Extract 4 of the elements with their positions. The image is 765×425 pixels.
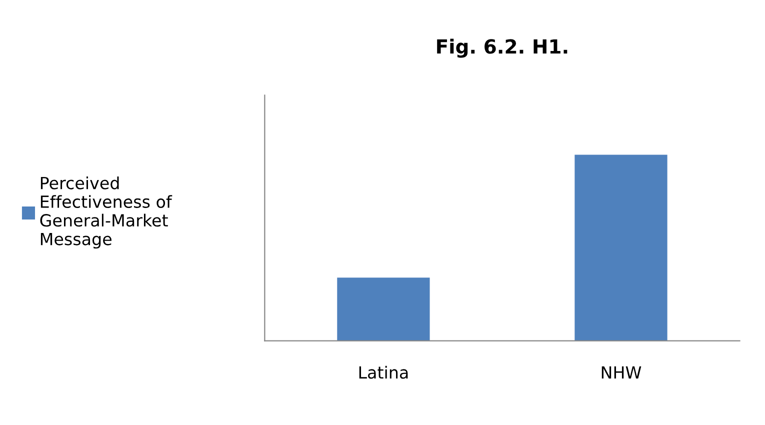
chart-title: Fig. 6.2. H1. [437,38,568,58]
x-tick-label: Latina [359,366,408,379]
legend-label: Perceived Effectiveness of General-Market Message [40,176,172,249]
x-tick-label: NHW [602,366,642,379]
